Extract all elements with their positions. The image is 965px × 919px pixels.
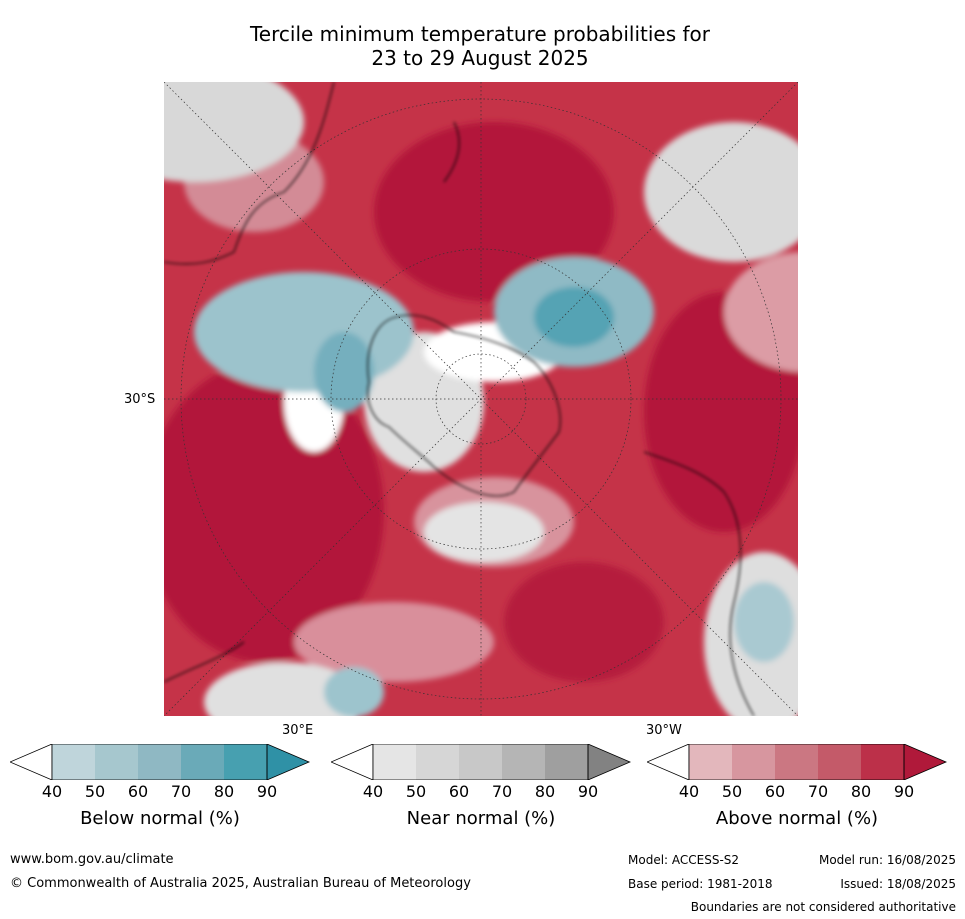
tick-label: 50 bbox=[721, 782, 743, 801]
light-red-patch-3 bbox=[724, 252, 798, 372]
colorbar-near-bin bbox=[502, 744, 545, 780]
website-link[interactable]: www.bom.gov.au/climate bbox=[10, 852, 174, 867]
colorbar-near-bin bbox=[459, 744, 502, 780]
grey-zone-northeast bbox=[644, 122, 798, 262]
colorbar-below-max-arrow bbox=[266, 743, 311, 781]
colorbar-above-svg bbox=[645, 743, 948, 781]
colorbar-below-bin bbox=[224, 744, 267, 780]
tick-label: 40 bbox=[362, 782, 384, 801]
colorbar-below-bin bbox=[181, 744, 224, 780]
title-line-2: 23 to 29 August 2025 bbox=[371, 46, 589, 70]
dark-red-region-south bbox=[504, 562, 664, 682]
tick-label: 60 bbox=[764, 782, 786, 801]
tick-label: 90 bbox=[256, 782, 278, 801]
colorbar-above-label: Above normal (%) bbox=[715, 808, 879, 829]
dark-red-region-north bbox=[374, 122, 614, 302]
colorbar-above-min-arrow bbox=[645, 743, 690, 781]
colorbar-below-svg bbox=[8, 743, 311, 781]
tick-label: 50 bbox=[84, 782, 106, 801]
grey-zone-southwest bbox=[204, 662, 364, 716]
blue-core-west bbox=[314, 332, 374, 412]
colorbar-above-bin bbox=[732, 744, 775, 780]
colorbar-below-bin bbox=[138, 744, 181, 780]
tick-label: 40 bbox=[41, 782, 63, 801]
issued-text: Issued: 18/08/2025 bbox=[840, 877, 956, 891]
south-america-coastline bbox=[643, 451, 755, 716]
tick-label: 70 bbox=[491, 782, 513, 801]
disclaimer-text: Boundaries are not considered authoritat… bbox=[690, 900, 956, 914]
model-text: Model: ACCESS-S2 bbox=[628, 853, 740, 867]
colorbar-below-min-arrow bbox=[8, 743, 53, 781]
new-zealand-coastline bbox=[443, 121, 460, 183]
colorbar-below-bin bbox=[95, 744, 138, 780]
blue-region-west bbox=[194, 272, 414, 392]
tick-label: 80 bbox=[213, 782, 235, 801]
longitude-label-west: 30°W bbox=[646, 723, 682, 738]
blue-region-southwest bbox=[324, 667, 384, 716]
tick-label: 80 bbox=[850, 782, 872, 801]
africa-coastline bbox=[164, 641, 245, 683]
light-red-patch-2 bbox=[294, 602, 494, 682]
colorbar-above-bin bbox=[861, 744, 904, 780]
colorbar-near-svg bbox=[329, 743, 632, 781]
map-svg bbox=[164, 82, 798, 716]
tick-label: 90 bbox=[893, 782, 915, 801]
copyright-text: © Commonwealth of Australia 2025, Austra… bbox=[10, 876, 471, 891]
title-line-1: Tercile minimum temperature probabilitie… bbox=[249, 22, 711, 46]
colorbar-above-bin bbox=[818, 744, 861, 780]
colorbar-below-label: Below normal (%) bbox=[80, 808, 240, 829]
blue-core-east bbox=[534, 287, 614, 347]
longitude-label-east: 30°E bbox=[282, 723, 314, 738]
colorbar-near-max-arrow bbox=[587, 743, 632, 781]
base-period-text: Base period: 1981-2018 bbox=[628, 877, 773, 891]
graticule bbox=[164, 82, 798, 716]
tick-label: 60 bbox=[448, 782, 470, 801]
probability-map[interactable] bbox=[164, 82, 798, 716]
tick-label: 50 bbox=[405, 782, 427, 801]
colorbar-near-bin bbox=[373, 744, 416, 780]
colorbar-above-bin bbox=[689, 744, 732, 780]
tick-label: 90 bbox=[577, 782, 599, 801]
tick-label: 80 bbox=[534, 782, 556, 801]
colorbar-near-normal: 40 50 60 70 80 90 Near normal (%) bbox=[329, 743, 632, 864]
coastlines bbox=[164, 82, 755, 716]
colorbar-near-bin bbox=[545, 744, 588, 780]
tick-label: 70 bbox=[170, 782, 192, 801]
grey-zone-south bbox=[424, 502, 544, 562]
australia-coastline bbox=[164, 82, 335, 265]
tick-label: 70 bbox=[807, 782, 829, 801]
colorbar-near-bin bbox=[416, 744, 459, 780]
tick-label: 60 bbox=[127, 782, 149, 801]
map-title: Tercile minimum temperature probabilitie… bbox=[160, 22, 800, 70]
model-run-text: Model run: 16/08/2025 bbox=[818, 853, 956, 867]
colorbar-near-label: Near normal (%) bbox=[406, 808, 556, 829]
grey-zone-northwest bbox=[164, 82, 304, 182]
antarctica-coastline bbox=[367, 314, 561, 497]
latitude-label: 30°S bbox=[124, 392, 156, 407]
colorbar-above-max-arrow bbox=[903, 743, 948, 781]
blue-region-southeast bbox=[734, 582, 794, 662]
colorbar-near-min-arrow bbox=[329, 743, 374, 781]
colorbar-above-normal: 40 50 60 70 80 90 Above normal (%) bbox=[645, 743, 948, 864]
tick-label: 40 bbox=[678, 782, 700, 801]
colorbar-above-bin bbox=[775, 744, 818, 780]
colorbar-below-bin bbox=[52, 744, 95, 780]
colorbar-below-normal: 40 50 60 70 80 90 Below normal (%) bbox=[8, 743, 311, 864]
